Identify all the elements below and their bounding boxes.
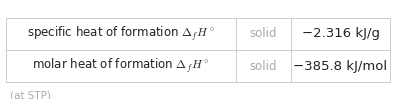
Text: molar heat of formation $\Delta_f H^\circ$: molar heat of formation $\Delta_f H^\cir… <box>32 57 209 75</box>
Text: solid: solid <box>249 27 277 40</box>
Text: solid: solid <box>249 60 277 73</box>
Text: −2.316 kJ/g: −2.316 kJ/g <box>302 27 379 40</box>
Text: specific heat of formation $\Delta_f H^\circ$: specific heat of formation $\Delta_f H^\… <box>27 25 215 43</box>
Text: −385.8 kJ/mol: −385.8 kJ/mol <box>293 60 388 73</box>
Bar <box>6 18 390 82</box>
Text: (at STP): (at STP) <box>10 90 51 99</box>
